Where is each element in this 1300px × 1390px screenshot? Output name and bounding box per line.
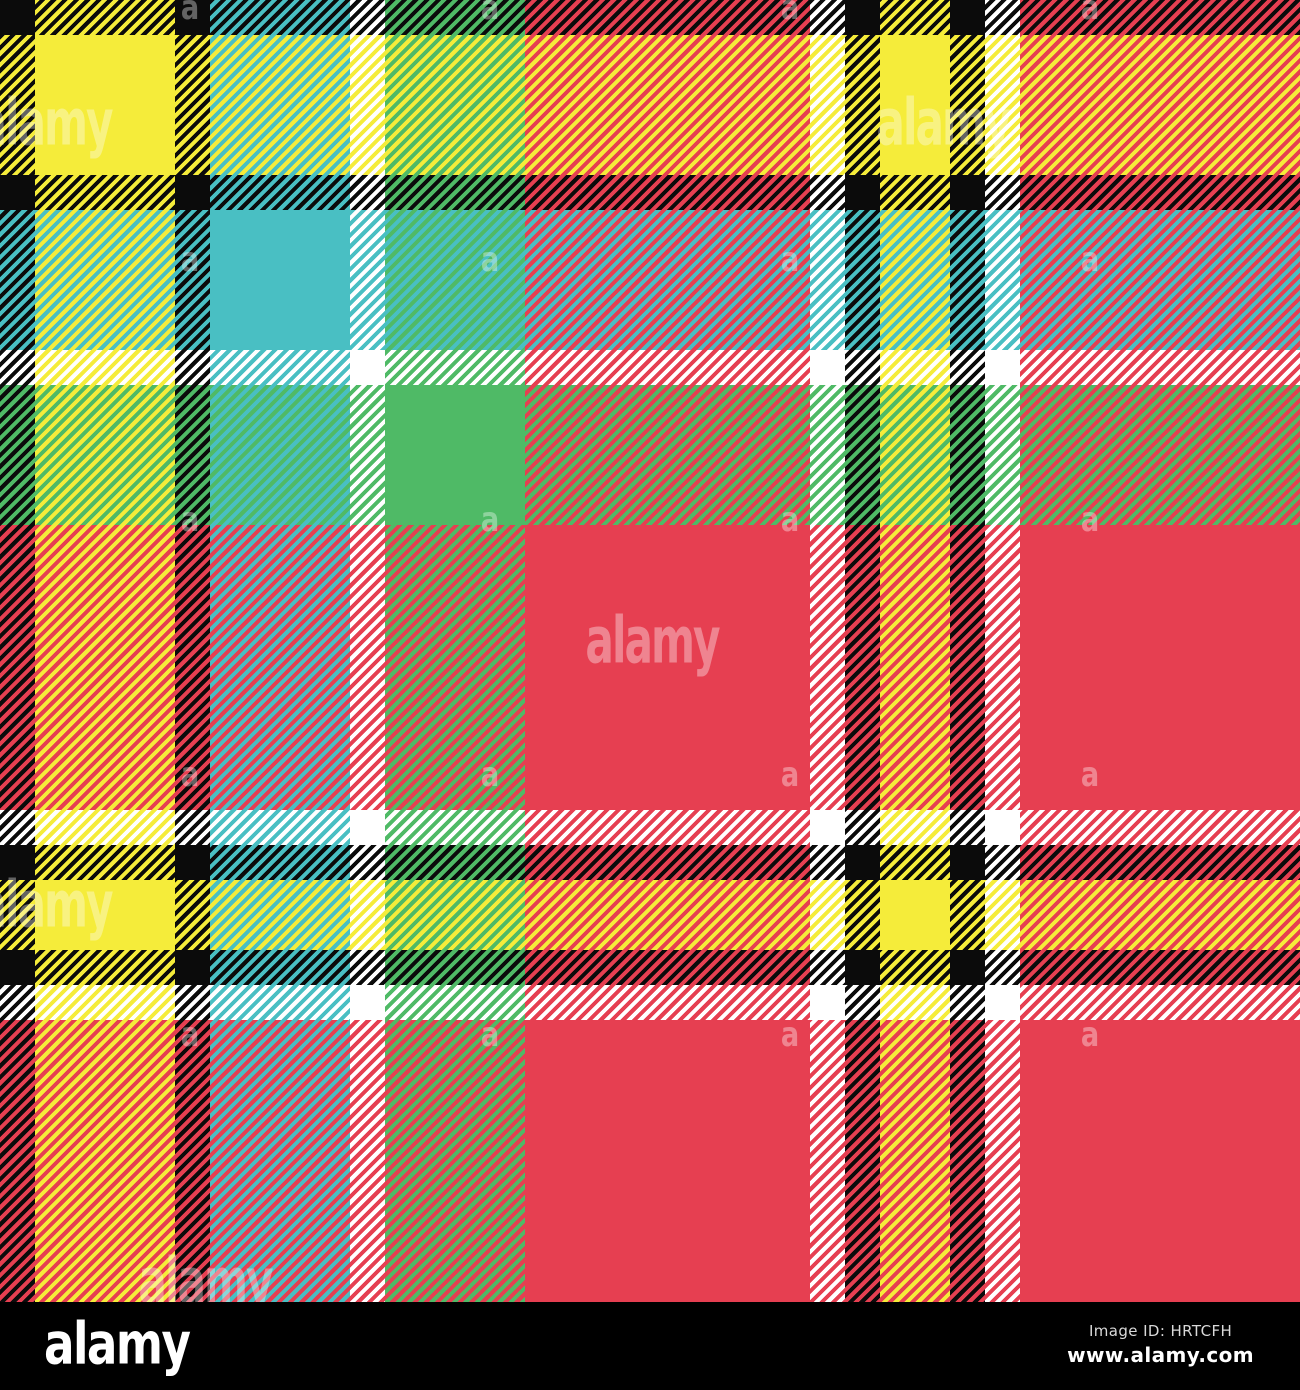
credit-info: Image ID: HRTCFH www.alamy.com	[1067, 1323, 1254, 1366]
website-url: www.alamy.com	[1067, 1342, 1254, 1367]
tartan-pattern: alamyalamyalamyalamyalamyaaaaaaaaaaaaaaa…	[0, 0, 1300, 1302]
tartan-vertical-bands-twill	[0, 0, 1300, 1302]
credit-bar: alamy Image ID: HRTCFH www.alamy.com	[0, 1302, 1300, 1390]
image-id-label: Image ID: HRTCFH	[1088, 1322, 1233, 1340]
alamy-logo: alamy	[44, 1309, 191, 1378]
